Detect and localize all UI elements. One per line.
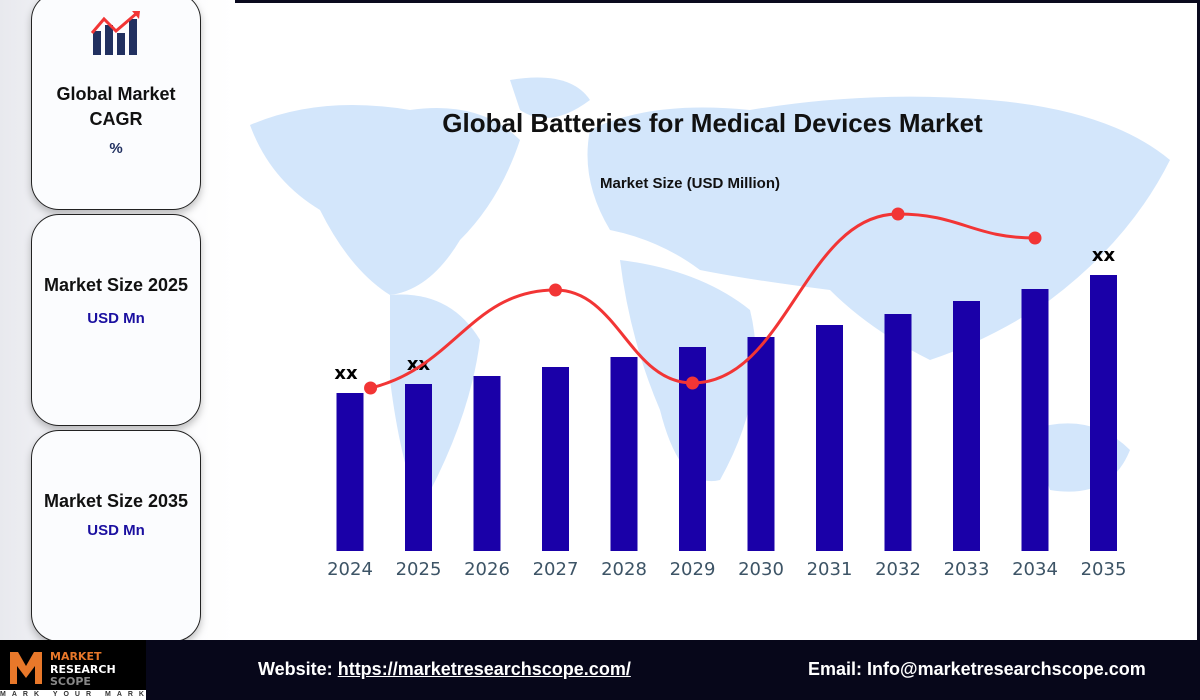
x-tick-label-2026: 2026 [464, 559, 510, 580]
market-size-2025-title: Market Size 2025 [43, 275, 189, 295]
bar-2024 [336, 393, 364, 551]
x-tick-label-2027: 2027 [533, 559, 579, 580]
market-size-2025-card: Market Size 2025 USD Mn [31, 214, 201, 426]
trend-point-2032 [891, 207, 905, 221]
email-address[interactable]: Info@marketresearchscope.com [867, 659, 1146, 679]
website-link[interactable]: https://marketresearchscope.com/ [337, 659, 631, 679]
logo-tagline: MARK YOUR MARKET [0, 690, 146, 700]
x-tick-label-2033: 2033 [944, 559, 990, 580]
bar-2025 [405, 384, 432, 551]
bar-2026 [473, 376, 501, 551]
chart-title: Global Batteries for Medical Devices Mar… [442, 108, 983, 138]
bar-2028 [610, 357, 638, 551]
x-tick-label-2035: 2035 [1081, 559, 1127, 580]
bar-2033 [953, 301, 980, 551]
market-size-2035-title: Market Size 2035 [43, 491, 189, 511]
growth-chart-icon [90, 11, 140, 55]
x-tick-label-2025: 2025 [396, 559, 442, 580]
cagr-card-title: Global Market CAGR [56, 84, 176, 129]
cagr-card-value: % [109, 140, 123, 157]
x-tick-label-2024: 2024 [327, 559, 373, 580]
bar-2027 [542, 367, 569, 551]
svg-text:RESEARCH: RESEARCH [50, 663, 116, 676]
x-tick-label-2028: 2028 [601, 559, 647, 580]
x-tick-label-2032: 2032 [875, 559, 921, 580]
trend-point-2034 [1028, 231, 1042, 245]
cagr-card: Global Market CAGR % [31, 0, 201, 210]
trend-point-2029 [686, 376, 699, 390]
footer: MARKET RESEARCH SCOPE MARK YOUR MARKET W… [0, 640, 1200, 700]
bar-2031 [816, 325, 843, 551]
bar-chart: 2024 xx 2025 xx 2026 2027 2028 2029 2030 2031 2032… [327, 207, 1127, 580]
market-size-2035-card: Market Size 2035 USD Mn [31, 430, 201, 642]
bar-2032 [884, 314, 912, 551]
trend-point-2024.3 [364, 381, 378, 395]
x-tick-label-2029: 2029 [670, 559, 716, 580]
logo-m-icon: MARKET RESEARCH SCOPE [10, 650, 116, 688]
trend-point-2027 [549, 283, 562, 297]
x-tick-label-2030: 2030 [738, 559, 784, 580]
bar-2034 [1021, 289, 1049, 551]
x-tick-label-2034: 2034 [1012, 559, 1058, 580]
bar-2030 [747, 337, 775, 551]
website-label: Website: [258, 659, 333, 679]
svg-text:SCOPE: SCOPE [50, 675, 91, 688]
data-label-2035: xx [1092, 245, 1116, 266]
svg-text:MARKET: MARKET [50, 650, 102, 663]
market-size-2025-value: USD Mn [87, 310, 145, 327]
data-label-2024: xx [334, 363, 358, 384]
market-size-2035-value: USD Mn [87, 522, 145, 539]
bar-2035 [1090, 275, 1117, 551]
chart-subtitle: Market Size (USD Million) [599, 175, 781, 192]
x-tick-label-2031: 2031 [807, 559, 853, 580]
email-label: Email: [808, 659, 863, 679]
company-logo: MARKET RESEARCH SCOPE MARK YOUR MARKET [0, 640, 146, 700]
sidebar: Global Market CAGR % Market Size 2025 US… [0, 0, 235, 642]
